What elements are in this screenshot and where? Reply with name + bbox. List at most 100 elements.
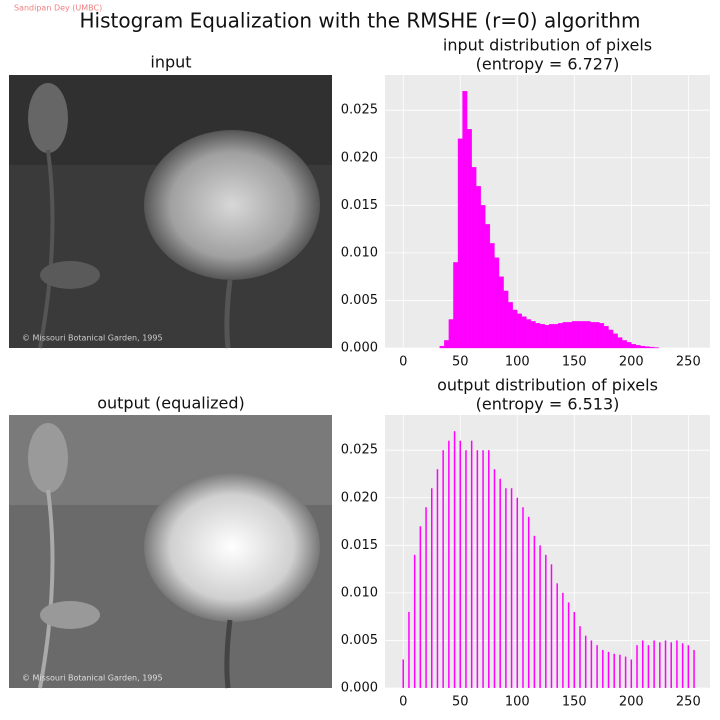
histogram-bar <box>622 340 627 349</box>
bar <box>653 640 655 688</box>
bar <box>470 440 473 688</box>
x-tick-label: 50 <box>452 695 469 710</box>
y-tick-label: 0.015 <box>341 538 378 553</box>
histogram-bar <box>508 302 513 349</box>
bar <box>630 659 633 688</box>
histogram-bar <box>649 346 655 349</box>
histogram-bar <box>544 325 550 349</box>
bar <box>613 653 615 688</box>
bar <box>436 469 439 688</box>
bar <box>641 640 644 688</box>
output-image <box>9 415 332 689</box>
x-tick-label: 0 <box>399 355 407 370</box>
bar <box>539 545 541 688</box>
bar <box>573 611 576 688</box>
histogram-bar <box>603 325 609 349</box>
bar <box>413 554 416 688</box>
chart-subtitle: (entropy = 6.513) <box>476 395 620 414</box>
image-title: output (equalized) <box>97 394 245 413</box>
bar <box>522 507 524 688</box>
bar <box>402 659 404 688</box>
bar <box>556 583 558 688</box>
bar <box>465 450 467 688</box>
histogram-bar <box>503 290 509 349</box>
histogram-bar <box>599 323 605 349</box>
chart-title: output distribution of pixels <box>437 376 658 395</box>
bar <box>693 649 695 688</box>
histogram-bar <box>535 323 541 349</box>
x-tick-label: 250 <box>676 695 701 710</box>
histogram-bar <box>439 345 445 349</box>
histogram-bar <box>585 321 591 349</box>
bar <box>453 431 456 688</box>
histogram-bar <box>635 344 641 349</box>
histogram-bar <box>594 322 600 349</box>
histogram-bar <box>553 324 559 349</box>
histogram-bar <box>498 276 504 349</box>
histogram-bar <box>617 337 623 349</box>
bar <box>659 642 661 688</box>
histogram-bar <box>453 262 459 349</box>
bar <box>670 642 672 688</box>
bar <box>488 450 490 688</box>
y-tick-label: 0.005 <box>341 633 378 648</box>
bar <box>516 497 519 688</box>
bar <box>602 649 604 688</box>
histogram-bar <box>448 319 454 349</box>
bar <box>619 654 621 688</box>
bar <box>550 564 553 688</box>
bar <box>607 651 610 688</box>
bar <box>533 535 536 688</box>
bar <box>687 645 690 688</box>
bar <box>431 488 433 688</box>
histogram-bar <box>644 346 650 349</box>
bar <box>442 450 444 688</box>
y-tick-label: 0.025 <box>341 103 378 118</box>
figure-title: Histogram Equalization with the RMSHE (r… <box>80 9 641 33</box>
histogram-bar <box>466 129 472 349</box>
histogram-bar <box>517 313 522 349</box>
histogram-bar <box>608 329 614 349</box>
image-caption: © Missouri Botanical Garden, 1995 <box>22 674 163 683</box>
y-tick-label: 0.025 <box>341 443 378 458</box>
histogram-bar <box>457 138 463 349</box>
y-tick-label: 0.000 <box>341 341 378 356</box>
bar <box>681 643 684 688</box>
bar <box>505 488 507 688</box>
bar <box>459 440 462 688</box>
histogram-bar <box>526 319 532 349</box>
histogram-bar <box>462 91 468 349</box>
bar <box>636 645 638 688</box>
histogram-bar <box>549 324 554 349</box>
bar <box>579 626 581 688</box>
bar <box>527 516 530 688</box>
histogram-bar <box>485 224 491 349</box>
y-tick-label: 0.005 <box>341 293 378 308</box>
histogram-bar <box>471 167 477 349</box>
x-tick-label: 250 <box>676 355 701 370</box>
bar <box>499 478 501 688</box>
histogram-bar <box>494 257 500 349</box>
bar <box>567 602 570 688</box>
bar <box>419 526 422 688</box>
chart-subtitle: (entropy = 6.727) <box>476 55 620 74</box>
bar <box>590 640 593 688</box>
histogram-bar <box>640 345 646 349</box>
histogram-bar <box>444 340 450 349</box>
histogram-bar <box>571 321 577 349</box>
bar <box>584 635 587 688</box>
image-title: input <box>150 53 191 72</box>
y-tick-label: 0.000 <box>341 681 378 696</box>
bar <box>676 640 678 688</box>
bar <box>448 440 450 688</box>
bar <box>545 554 547 688</box>
histogram-bar <box>539 324 545 349</box>
bar <box>647 645 650 688</box>
histogram-bar <box>590 322 595 349</box>
histogram-bar <box>480 205 486 349</box>
bar <box>510 488 513 688</box>
watermark: Sandipan Dey (UMBC) <box>14 4 102 13</box>
histogram-bar <box>512 309 518 349</box>
bar <box>562 592 564 688</box>
histogram-bar <box>530 321 536 349</box>
